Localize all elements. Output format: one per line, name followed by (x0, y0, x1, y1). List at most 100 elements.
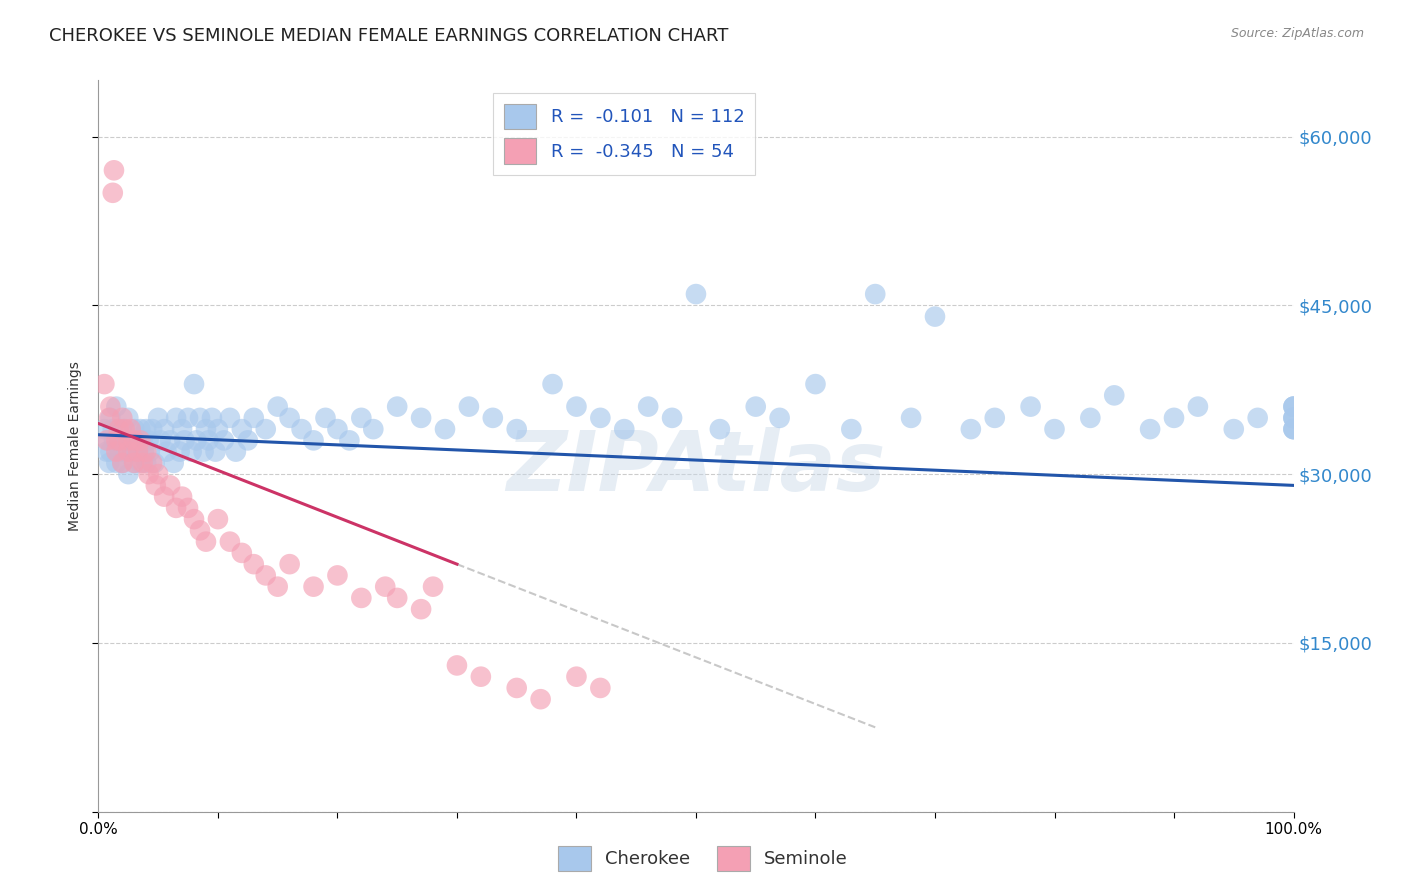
Point (117, 410, 139, 425)
Point (506, 422, 529, 436)
Point (470, 670, 492, 684)
Point (148, 410, 170, 425)
Point (169, 444, 191, 458)
Point (278, 410, 301, 425)
Point (120, 422, 142, 436)
Point (120, 434, 142, 448)
Point (177, 410, 200, 425)
Point (129, 456, 152, 470)
Point (173, 434, 195, 448)
Point (115, 444, 138, 458)
Point (231, 546, 253, 560)
Point (117, 444, 139, 458)
Point (661, 410, 683, 425)
Point (1282, 410, 1305, 425)
Point (1019, 400, 1042, 414)
Point (143, 456, 166, 470)
Point (177, 500, 200, 515)
Point (105, 456, 128, 470)
Point (565, 400, 588, 414)
Point (103, 434, 125, 448)
Point (132, 444, 155, 458)
Point (124, 456, 146, 470)
Point (98, 400, 122, 414)
Point (172, 490, 194, 504)
Point (960, 422, 983, 436)
Point (984, 410, 1007, 425)
Point (204, 444, 226, 458)
Point (124, 456, 146, 470)
Point (107, 434, 129, 448)
Point (103, 163, 125, 178)
Point (183, 377, 205, 392)
Point (207, 512, 229, 526)
Point (243, 410, 266, 425)
Point (183, 512, 205, 526)
Point (1282, 400, 1305, 414)
Point (153, 490, 176, 504)
Point (1282, 422, 1305, 436)
Point (350, 591, 373, 605)
Point (458, 400, 481, 414)
Point (129, 422, 152, 436)
Point (107, 422, 129, 436)
Point (159, 478, 181, 492)
Point (804, 377, 827, 392)
Point (108, 434, 131, 448)
Point (111, 456, 134, 470)
Point (111, 422, 134, 436)
Point (1282, 422, 1305, 436)
Legend: R =  -0.101   N = 112, R =  -0.345   N = 54: R = -0.101 N = 112, R = -0.345 N = 54 (494, 93, 755, 175)
Point (1282, 410, 1305, 425)
Point (1163, 410, 1185, 425)
Point (225, 444, 247, 458)
Point (159, 434, 181, 448)
Point (291, 422, 314, 436)
Point (254, 422, 277, 436)
Point (138, 434, 160, 448)
Point (124, 422, 146, 436)
Text: Source: ZipAtlas.com: Source: ZipAtlas.com (1230, 27, 1364, 40)
Point (121, 444, 143, 458)
Point (197, 434, 219, 448)
Point (278, 557, 301, 571)
Point (93, 422, 115, 436)
Point (589, 681, 612, 695)
Point (101, 186, 124, 200)
Point (138, 467, 160, 482)
Point (195, 422, 218, 436)
Point (135, 422, 157, 436)
Point (302, 434, 325, 448)
Point (506, 681, 529, 695)
Point (148, 467, 170, 482)
Text: ZIPAtlas: ZIPAtlas (506, 427, 886, 508)
Point (685, 287, 707, 301)
Point (363, 422, 385, 436)
Point (201, 410, 224, 425)
Point (1043, 422, 1066, 436)
Point (326, 568, 349, 582)
Point (219, 534, 242, 549)
Point (165, 410, 187, 425)
Point (924, 310, 946, 324)
Point (1223, 422, 1246, 436)
Point (541, 377, 564, 392)
Point (101, 422, 124, 436)
Point (186, 434, 208, 448)
Point (127, 444, 149, 458)
Point (188, 410, 211, 425)
Point (385, 400, 409, 414)
Point (434, 422, 457, 436)
Point (111, 456, 134, 470)
Point (339, 434, 361, 448)
Point (188, 524, 211, 538)
Point (108, 444, 131, 458)
Point (219, 410, 242, 425)
Point (326, 422, 349, 436)
Point (243, 557, 266, 571)
Point (96, 434, 118, 448)
Point (315, 410, 337, 425)
Point (212, 434, 235, 448)
Point (193, 444, 215, 458)
Point (411, 410, 433, 425)
